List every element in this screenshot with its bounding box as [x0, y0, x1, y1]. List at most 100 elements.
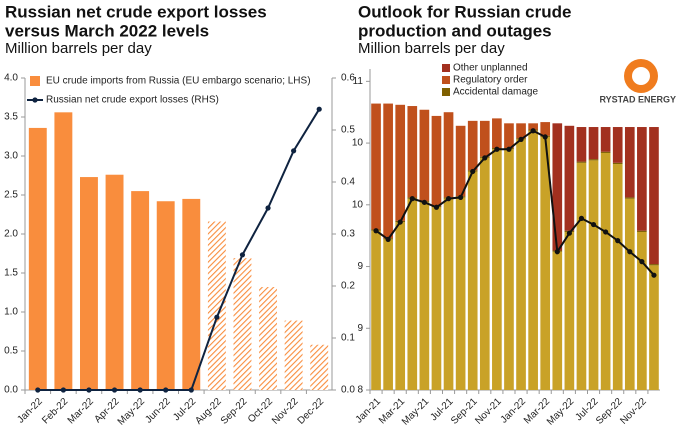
chart-title: versus March 2022 levels: [5, 21, 209, 40]
x-tick-label: Nov-21: [473, 396, 504, 427]
x-tick-label: May-22: [116, 396, 148, 428]
bar-segment: [588, 160, 599, 390]
line-point: [163, 387, 169, 393]
line: [37, 108, 321, 391]
line-point: [482, 155, 488, 161]
x-tick-label: Aug-22: [193, 396, 224, 427]
y-tick-label: 0.5: [4, 346, 18, 357]
y-tick-label: 8: [357, 385, 363, 396]
bar-segment: [612, 162, 623, 165]
line-point: [385, 236, 391, 242]
bar-segment: [479, 157, 490, 390]
x-tick-label: Feb-22: [40, 396, 70, 426]
logo-text: RYSTAD ENERGY: [599, 94, 676, 104]
y-tick-label: 4.0: [4, 73, 18, 84]
y2-tick-label: 0.1: [341, 333, 355, 344]
bar-segment: [540, 136, 551, 390]
line-point: [639, 259, 645, 265]
line-point: [188, 387, 194, 393]
bar: [207, 221, 226, 390]
line-point: [566, 230, 572, 236]
bar-segment: [504, 123, 514, 149]
line-point: [111, 387, 118, 393]
line-point: [239, 252, 246, 258]
legend-label: Accidental damage: [453, 87, 538, 98]
x-tick-label: Dec-22: [296, 396, 327, 427]
y-tick-label: 9: [357, 261, 363, 272]
bar-segment: [467, 171, 478, 390]
bar: [233, 258, 252, 390]
y-tick-label: 1.0: [4, 307, 18, 318]
y2-tick-label: 0.2: [341, 281, 355, 292]
bar-segment: [624, 127, 635, 198]
bar-segment: [455, 197, 466, 390]
line-point: [615, 238, 621, 244]
line-point: [470, 168, 476, 175]
x-tick-label: May-22: [545, 396, 577, 428]
bar-segment: [612, 127, 623, 163]
bar-segment: [564, 125, 575, 231]
bar-segment: [516, 123, 526, 139]
chart-title: production and outages: [358, 21, 552, 40]
line-point: [60, 387, 66, 393]
x-tick-label: May-21: [400, 396, 432, 428]
legend-swatch: [442, 76, 450, 84]
legend-label: Other unplanned: [453, 63, 528, 74]
line-point: [506, 146, 512, 152]
bar: [131, 191, 150, 390]
legend-label: EU crude imports from Russia (EU embargo…: [46, 76, 311, 87]
bar: [182, 198, 201, 390]
y-tick-label: 10: [352, 199, 364, 210]
line-point: [590, 221, 597, 228]
bar-segment: [540, 122, 551, 136]
bar-segment: [649, 265, 659, 390]
bar-segment: [419, 109, 430, 202]
bar: [259, 287, 277, 390]
bar-segment: [479, 120, 490, 157]
line-point: [316, 106, 322, 112]
bar-segment: [637, 230, 647, 232]
logo-icon-inner: [632, 67, 650, 85]
bar-segment: [552, 123, 563, 251]
bar-segment: [637, 127, 647, 231]
line-point: [421, 199, 427, 205]
line-point: [291, 148, 297, 154]
bar-segment: [371, 103, 381, 230]
line-point: [214, 314, 220, 320]
x-tick-label: Jan-22: [15, 396, 45, 426]
legend-swatch: [30, 76, 40, 86]
bar-segment: [612, 164, 623, 390]
line-point: [627, 249, 633, 255]
bar: [284, 320, 303, 390]
line-point: [542, 134, 548, 140]
y-tick-label: 10: [352, 138, 364, 149]
bar-segment: [492, 149, 502, 390]
chart-title: Outlook for Russian crude: [358, 2, 571, 21]
legend-dot: [32, 97, 38, 103]
bar-segment: [624, 197, 635, 199]
y-tick-label: 3.5: [4, 112, 18, 123]
line-point: [265, 205, 271, 211]
bar-segment: [637, 231, 647, 390]
logo: RYSTAD ENERGY: [599, 59, 676, 104]
y-tick-label: 0.0: [4, 385, 18, 396]
y2-tick-label: 0.6: [341, 73, 355, 84]
bar-segment: [600, 152, 611, 390]
bar-segment: [504, 149, 514, 390]
y2-tick-label: 0.3: [341, 229, 355, 240]
line-point: [458, 194, 464, 200]
bar-segment: [552, 251, 563, 390]
line-point: [86, 387, 92, 393]
bar: [156, 201, 175, 390]
line-point: [530, 128, 536, 134]
x-tick-label: Nov-22: [618, 396, 649, 427]
y-tick-label: 2.0: [4, 229, 18, 240]
bar-segment: [443, 198, 454, 390]
line-point: [578, 215, 585, 221]
line-point: [373, 228, 379, 234]
line-point: [651, 272, 657, 278]
bar-segment: [395, 222, 406, 390]
line-point: [433, 204, 440, 210]
chart-subtitle: Million barrels per day: [5, 40, 152, 57]
